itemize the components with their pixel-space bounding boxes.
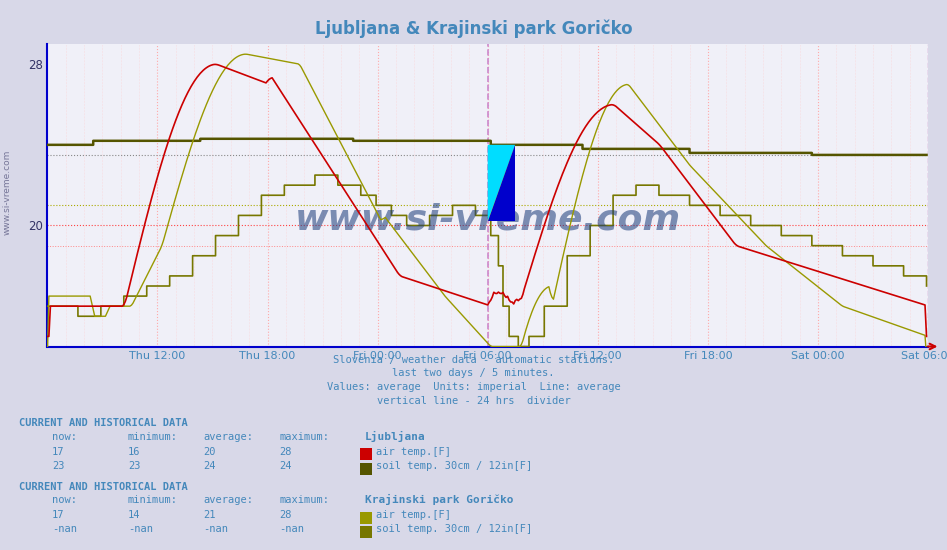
Text: Slovenia / weather data - automatic stations.: Slovenia / weather data - automatic stat… [333, 355, 614, 365]
Text: 17: 17 [52, 510, 64, 520]
Text: 28: 28 [279, 447, 292, 457]
Text: soil temp. 30cm / 12in[F]: soil temp. 30cm / 12in[F] [376, 461, 532, 471]
Polygon shape [488, 145, 515, 222]
Polygon shape [488, 145, 515, 222]
Text: 17: 17 [52, 447, 64, 457]
Text: 23: 23 [128, 461, 140, 471]
Text: 21: 21 [204, 510, 216, 520]
Text: -nan: -nan [204, 524, 228, 535]
Text: soil temp. 30cm / 12in[F]: soil temp. 30cm / 12in[F] [376, 524, 532, 535]
Text: CURRENT AND HISTORICAL DATA: CURRENT AND HISTORICAL DATA [19, 418, 188, 428]
Text: air temp.[F]: air temp.[F] [376, 447, 451, 457]
Bar [488, 145, 515, 222]
Text: CURRENT AND HISTORICAL DATA: CURRENT AND HISTORICAL DATA [19, 481, 188, 492]
Text: now:: now: [52, 495, 77, 505]
Text: -nan: -nan [52, 524, 77, 535]
Text: 20: 20 [204, 447, 216, 457]
Text: 24: 24 [279, 461, 292, 471]
Text: vertical line - 24 hrs  divider: vertical line - 24 hrs divider [377, 396, 570, 406]
Text: maximum:: maximum: [279, 432, 330, 442]
Text: now:: now: [52, 432, 77, 442]
Text: Values: average  Units: imperial  Line: average: Values: average Units: imperial Line: av… [327, 382, 620, 392]
Text: 14: 14 [128, 510, 140, 520]
Text: maximum:: maximum: [279, 495, 330, 505]
Text: -nan: -nan [128, 524, 152, 535]
Text: Ljubljana: Ljubljana [365, 431, 425, 442]
Text: minimum:: minimum: [128, 495, 178, 505]
Text: air temp.[F]: air temp.[F] [376, 510, 451, 520]
Text: minimum:: minimum: [128, 432, 178, 442]
Text: average:: average: [204, 432, 254, 442]
Text: 24: 24 [204, 461, 216, 471]
Text: Ljubljana & Krajinski park Goričko: Ljubljana & Krajinski park Goričko [314, 19, 633, 38]
Text: average:: average: [204, 495, 254, 505]
Text: -nan: -nan [279, 524, 304, 535]
Text: www.si-vreme.com: www.si-vreme.com [295, 202, 681, 236]
Text: www.si-vreme.com: www.si-vreme.com [3, 150, 12, 235]
Text: 16: 16 [128, 447, 140, 457]
Text: Krajinski park Goričko: Krajinski park Goričko [365, 494, 513, 505]
Text: last two days / 5 minutes.: last two days / 5 minutes. [392, 368, 555, 378]
Text: 28: 28 [279, 510, 292, 520]
Text: 23: 23 [52, 461, 64, 471]
